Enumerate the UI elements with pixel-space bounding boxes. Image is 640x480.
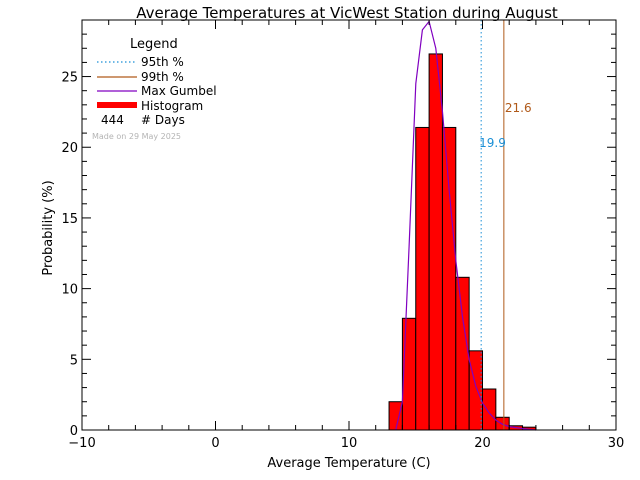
x-tick-label: 10 [341,436,358,451]
legend-label-histogram: Histogram [141,99,203,113]
histogram-bar [482,388,497,431]
histogram-bar [468,350,483,431]
y-tick-label: 5 [70,353,78,368]
y-tick-label: 20 [61,141,78,156]
y-axis-label: Probability (%) [41,180,56,275]
x-axis: −10 0 10 20 30 [68,20,624,451]
x-tick-label: −10 [68,436,95,451]
legend-label-gumbel: Max Gumbel [141,84,217,98]
y-tick-label: 15 [61,212,78,227]
y-tick-label: 0 [70,424,78,439]
gumbel-curve [395,20,536,431]
plot-area: 19.9 21.6 [388,20,537,431]
x-axis-label: Average Temperature (C) [267,456,430,471]
y-axis: 0 5 10 15 20 25 [61,33,616,439]
p95-label: 19.9 [479,136,506,150]
x-tick-label: 0 [211,436,219,451]
y-tick-label: 10 [61,283,78,298]
histogram-bar [415,126,430,431]
chart-title: Average Temperatures at VicWest Station … [136,4,558,22]
legend-title: Legend [130,37,178,52]
y-tick-label: 25 [61,71,78,86]
x-tick-label: 20 [474,436,491,451]
p99-label: 21.6 [505,101,532,115]
histogram-bar [428,53,443,431]
legend-days-label: # Days [141,113,185,127]
legend-swatch-histogram [97,102,137,108]
legend-label-p99: 99th % [141,70,184,84]
legend-days-count: 444 [101,113,124,127]
histogram-bar [401,317,417,431]
histogram-bar [388,401,403,431]
x-tick-label: 30 [608,436,625,451]
histogram-bar [441,126,457,431]
made-on-footnote: Made on 29 May 2025 [92,132,181,141]
legend: Legend 95th % 99th % Max Gumbel Histogra… [92,37,217,141]
histogram-bar [455,276,470,431]
legend-label-p95: 95th % [141,55,184,69]
